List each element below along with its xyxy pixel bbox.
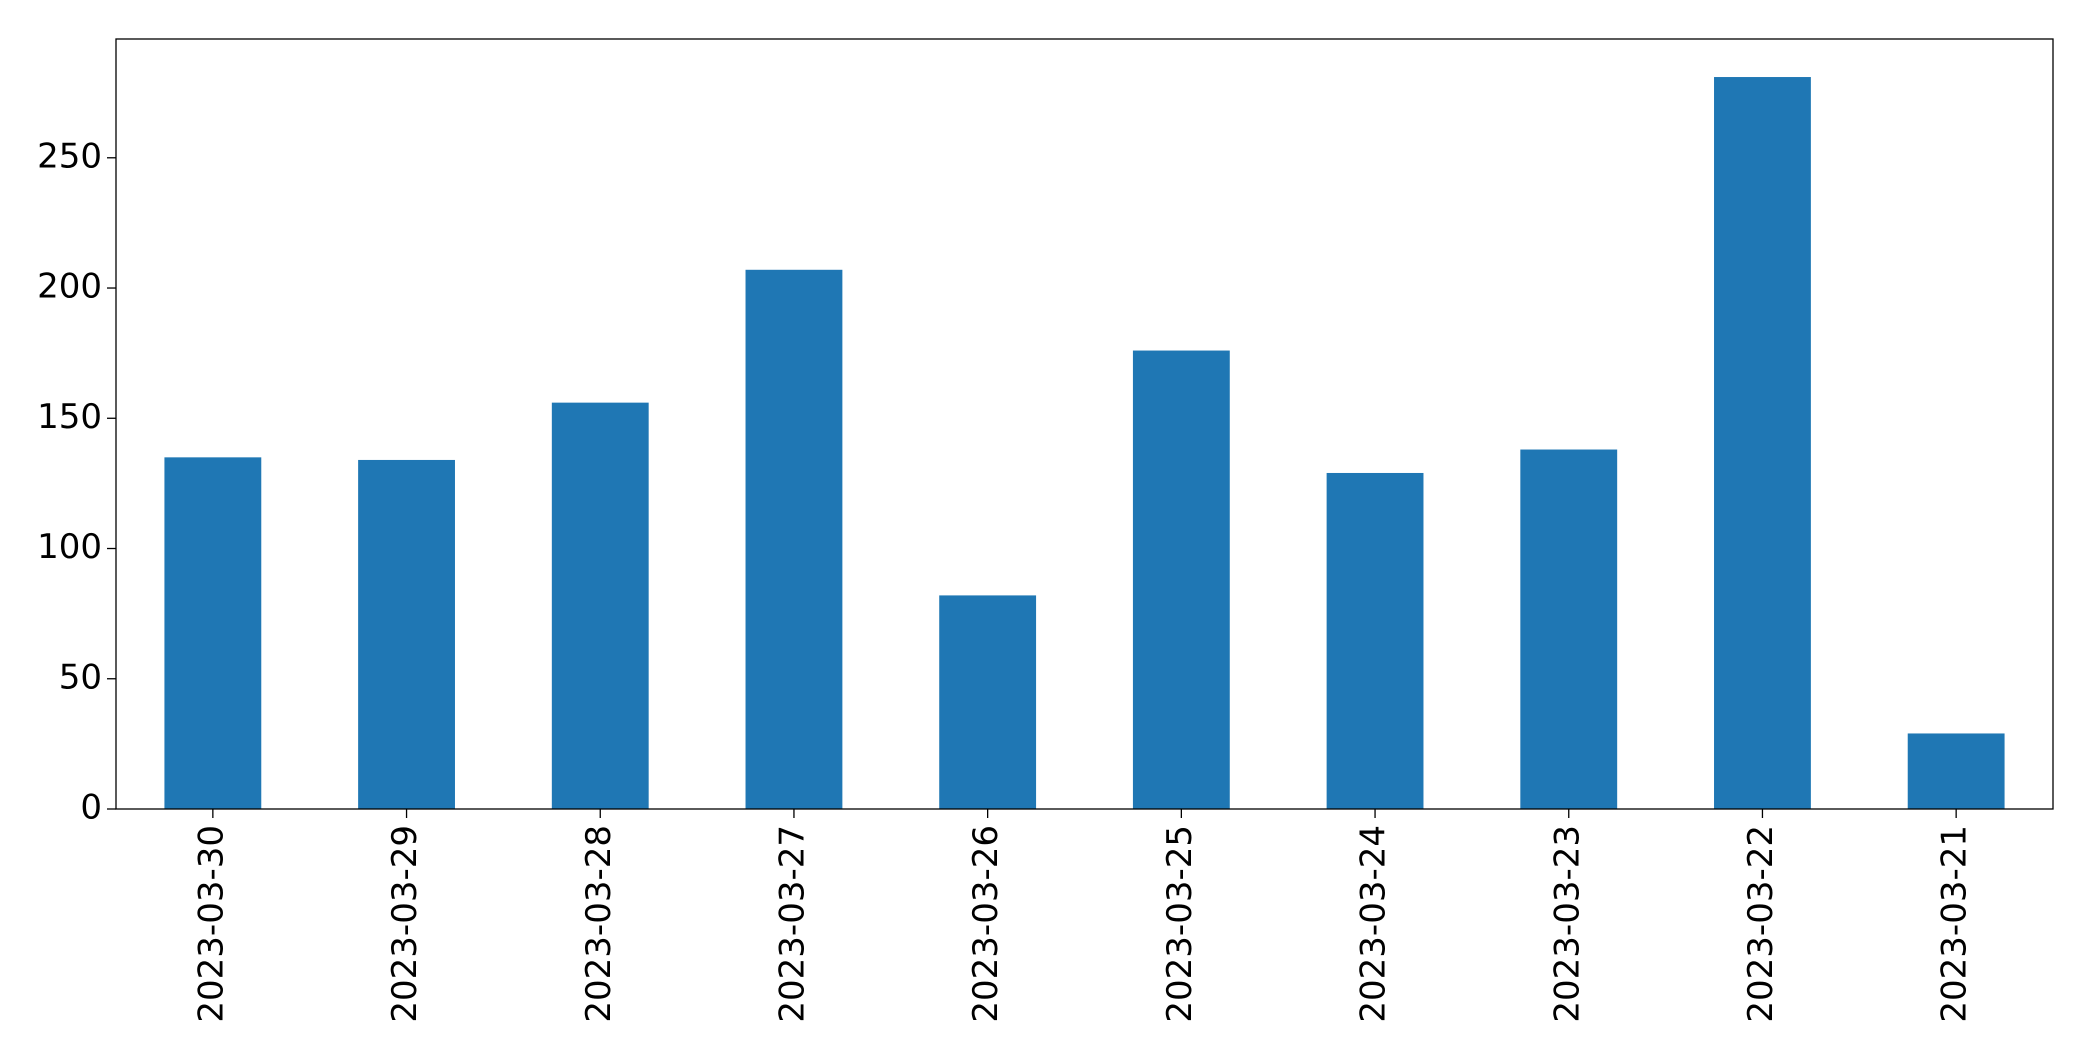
y-tick-label: 100 <box>37 527 102 567</box>
bar <box>1326 472 1424 809</box>
bar <box>1132 350 1230 809</box>
x-tick-label: 2023-03-30 <box>191 825 231 1023</box>
bar <box>164 457 262 809</box>
x-tick-label: 2023-03-22 <box>1741 825 1781 1023</box>
plot-frame <box>115 38 2054 810</box>
bar <box>358 459 455 809</box>
y-tick-label: 150 <box>37 397 102 437</box>
bar <box>939 595 1037 809</box>
bar <box>745 269 843 809</box>
x-tick-label: 2023-03-23 <box>1547 825 1587 1023</box>
x-tick-label: 2023-03-26 <box>966 825 1006 1023</box>
x-tick-label: 2023-03-27 <box>772 825 812 1023</box>
bar <box>551 402 649 809</box>
bar <box>1714 77 1811 809</box>
y-tick-label: 200 <box>37 267 102 307</box>
x-tick-label: 2023-03-24 <box>1354 825 1394 1023</box>
y-tick-label: 250 <box>37 136 102 176</box>
bar <box>1520 449 1618 809</box>
x-tick-label: 2023-03-25 <box>1160 825 1200 1023</box>
x-tick-label: 2023-03-29 <box>385 825 425 1023</box>
x-tick-label: 2023-03-21 <box>1935 825 1975 1023</box>
y-tick-label: 0 <box>80 788 102 828</box>
x-tick-label: 2023-03-28 <box>579 825 619 1023</box>
bar <box>1907 733 2005 809</box>
y-tick-label: 50 <box>59 657 102 697</box>
